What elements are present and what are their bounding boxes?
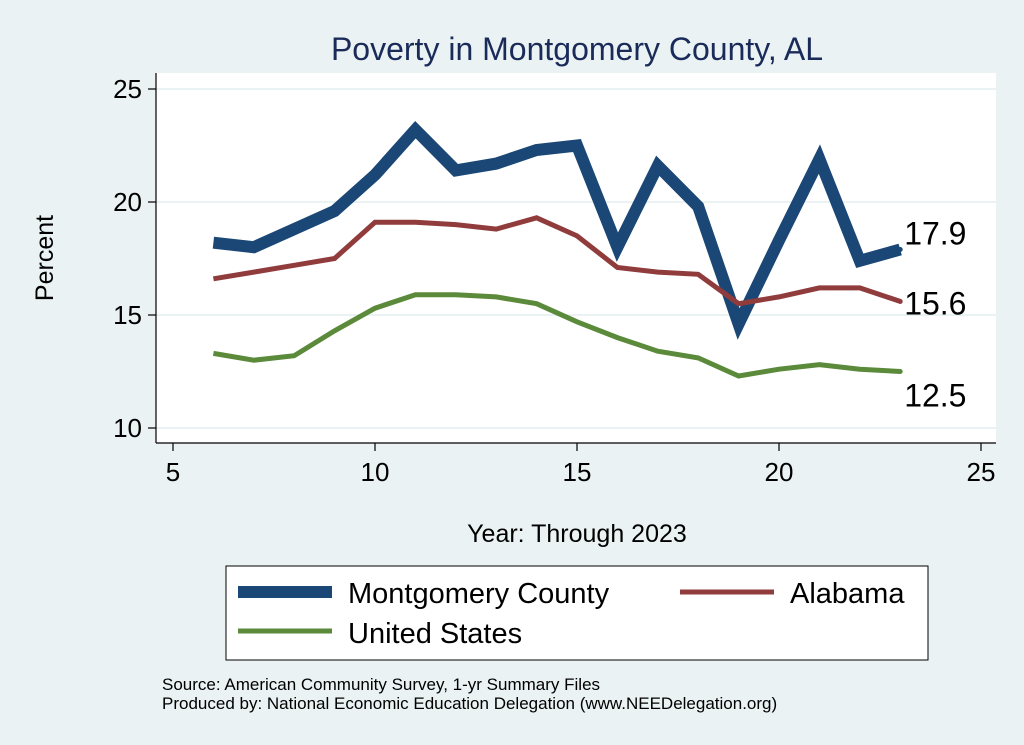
end-point-united-states bbox=[897, 369, 903, 374]
y-tick-label-20: 20 bbox=[113, 187, 142, 217]
x-ticks: 5 10 15 20 25 bbox=[166, 443, 996, 487]
y-tick-label-25: 25 bbox=[113, 74, 142, 104]
producer-note: Produced by: National Economic Education… bbox=[162, 694, 777, 713]
x-tick-label-10: 10 bbox=[361, 457, 390, 487]
x-tick-label-20: 20 bbox=[765, 457, 794, 487]
legend-box bbox=[225, 565, 929, 661]
end-labels: 17.9 15.6 12.5 bbox=[897, 215, 966, 414]
y-ticks: 10 15 20 25 bbox=[113, 74, 156, 443]
legend-label-alabama: Alabama bbox=[790, 578, 905, 610]
series-line-montgomery-county bbox=[212, 120, 902, 340]
legend-label-montgomery: Montgomery County bbox=[348, 578, 610, 610]
end-point-alabama bbox=[897, 298, 903, 304]
x-tick-label-25: 25 bbox=[967, 457, 996, 487]
gridlines bbox=[156, 88, 996, 429]
x-axis-title: Year: Through 2023 bbox=[467, 520, 687, 548]
x-tick-label-15: 15 bbox=[563, 457, 592, 487]
series-line-alabama bbox=[212, 215, 901, 307]
chart-title: Poverty in Montgomery County, AL bbox=[331, 31, 823, 67]
y-axis-title: Percent bbox=[31, 215, 59, 301]
y-tick-label-10: 10 bbox=[113, 413, 142, 443]
source-note: Source: American Community Survey, 1-yr … bbox=[162, 675, 600, 694]
end-label-united-states: 12.5 bbox=[904, 378, 966, 414]
series-layer bbox=[212, 120, 902, 379]
x-tick-label-5: 5 bbox=[166, 457, 180, 487]
end-point-montgomery-county bbox=[897, 246, 903, 252]
y-tick-label-15: 15 bbox=[113, 300, 142, 330]
legend-label-united-states: United States bbox=[348, 618, 522, 650]
series-line-united-states bbox=[212, 292, 901, 379]
legend: Montgomery County Alabama United States bbox=[225, 565, 929, 661]
end-label-montgomery-county: 17.9 bbox=[904, 215, 966, 251]
end-label-alabama: 15.6 bbox=[904, 285, 966, 321]
